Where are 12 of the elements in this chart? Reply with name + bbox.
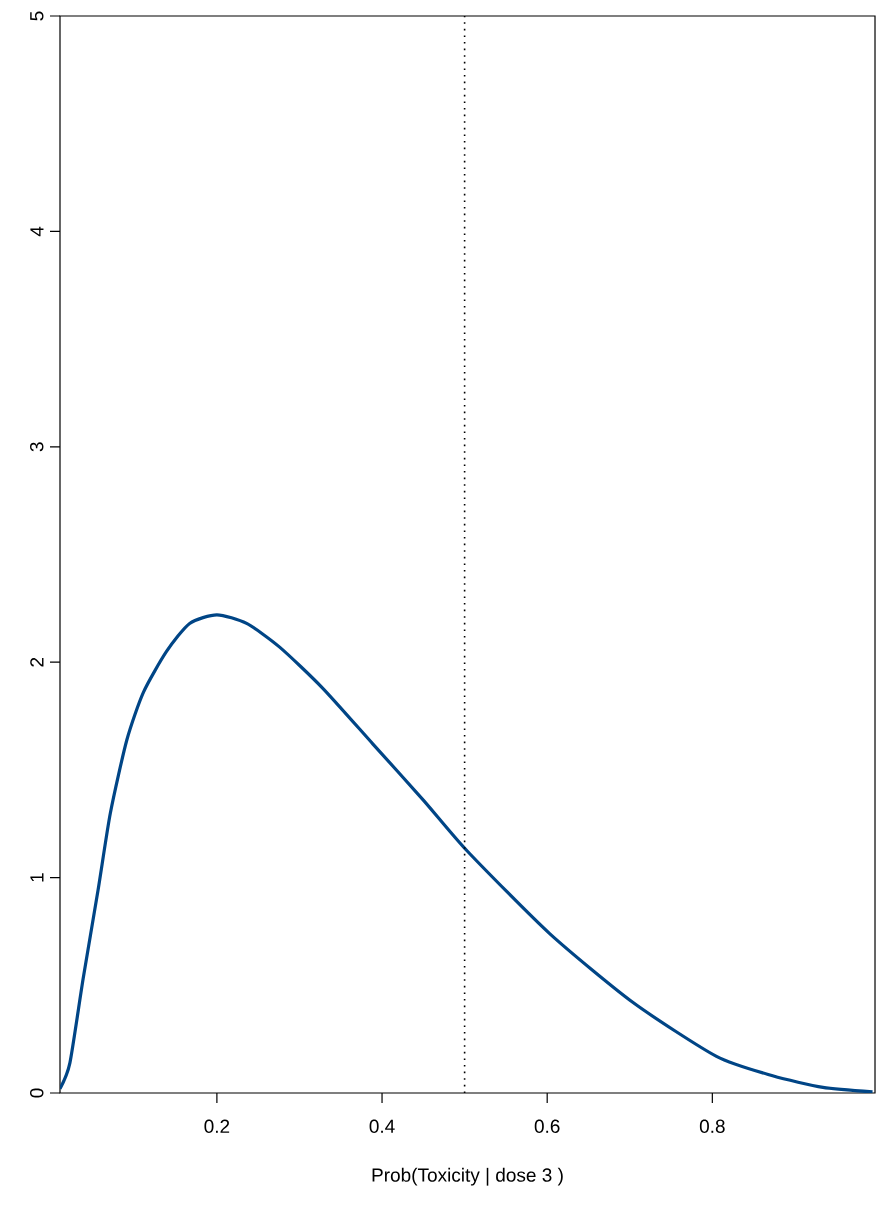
y-tick-label: 1 xyxy=(30,873,44,882)
y-tick-label: 4 xyxy=(30,226,44,237)
y-tick-label: 2 xyxy=(30,657,44,667)
y-tick-label: 5 xyxy=(30,11,44,21)
y-tick-label: 3 xyxy=(30,442,44,452)
x-tick-label: 0.2 xyxy=(204,1119,230,1133)
x-tick-label: 0.6 xyxy=(534,1119,560,1133)
line-series xyxy=(60,613,875,1093)
x-tick-label: 0.4 xyxy=(369,1119,395,1133)
x-tick-label: 0.8 xyxy=(699,1119,725,1133)
y-tick-label: 0 xyxy=(30,1088,44,1098)
x-axis-title: Prob(Toxicity | dose 3 ) xyxy=(372,1167,563,1186)
